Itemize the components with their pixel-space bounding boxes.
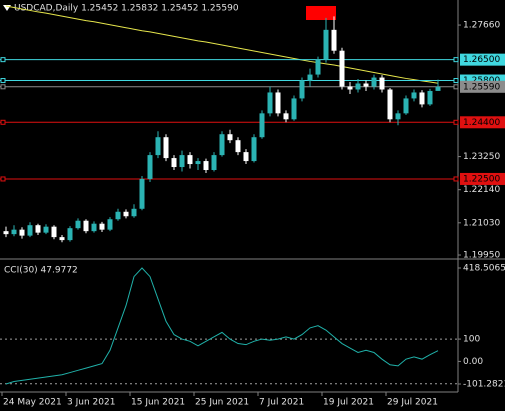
level-handle <box>453 78 459 84</box>
candle-body <box>251 137 257 162</box>
candle-body <box>115 211 121 220</box>
candle-body <box>435 86 441 91</box>
candle-body <box>83 220 89 232</box>
level-label: 1.26500 <box>463 55 500 65</box>
level-handle <box>0 176 6 182</box>
candle-body <box>75 220 81 229</box>
candle-body <box>323 29 329 60</box>
x-tick-label: 24 May 2021 <box>3 398 62 408</box>
candle-body <box>419 92 425 105</box>
candle-body <box>219 134 225 156</box>
x-tick-label: 25 Jun 2021 <box>195 398 249 408</box>
candle-body <box>171 158 177 168</box>
candle-body <box>131 208 137 217</box>
x-tick-label: 15 Jun 2021 <box>131 398 185 408</box>
candle-body <box>403 98 409 114</box>
moving-average <box>5 5 439 84</box>
y-tick-label: 0.00 <box>463 357 483 367</box>
y-tick-label: -101.2821 <box>463 380 505 390</box>
candle-body <box>387 89 393 120</box>
chart-title: USDCAD,Daily 1.25452 1.25832 1.25452 1.2… <box>14 4 239 14</box>
candle-body <box>331 29 337 51</box>
level-label: 1.24400 <box>463 118 500 128</box>
candle-body <box>371 77 377 87</box>
level-label-box <box>460 116 505 129</box>
candle-body <box>3 231 9 235</box>
candle-body <box>283 113 289 120</box>
level-handle <box>453 119 459 125</box>
level-handle <box>0 119 6 125</box>
candle-body <box>211 155 217 171</box>
candle-body <box>19 229 25 236</box>
y-tick-label: 1.19950 <box>463 251 500 261</box>
candle-body <box>91 223 97 232</box>
candle-body <box>339 50 345 87</box>
level-handle <box>453 176 459 182</box>
y-tick-label: 1.21030 <box>463 218 500 228</box>
candle-body <box>67 228 73 241</box>
x-tick-label: 19 Jul 2021 <box>323 398 374 408</box>
candle-body <box>163 137 169 159</box>
candle-body <box>123 211 129 217</box>
candle-body <box>427 90 433 105</box>
candle-body <box>235 140 241 153</box>
candle-body <box>347 86 353 90</box>
level-handle <box>0 78 6 84</box>
candle-body <box>395 113 401 120</box>
level-handle <box>0 57 6 63</box>
level-label: 1.22500 <box>463 174 500 184</box>
level-label: 1.25590 <box>463 82 500 92</box>
candle-body <box>187 155 193 165</box>
level-handle <box>453 57 459 63</box>
indicator-title: CCI(30) 47.9772 <box>4 266 78 276</box>
candle-body <box>379 77 385 90</box>
candle-body <box>99 223 105 230</box>
candle-body <box>147 155 153 179</box>
x-tick-label: 29 Jul 2021 <box>387 398 438 408</box>
candle-body <box>299 80 305 99</box>
y-tick-label: 1.22140 <box>463 185 500 195</box>
candle-body <box>107 219 113 230</box>
candle-body <box>35 225 41 233</box>
level-label-box <box>460 172 505 185</box>
candle-body <box>315 59 321 75</box>
level-handle <box>453 84 459 90</box>
candle-body <box>275 92 281 114</box>
candle-body <box>259 113 265 138</box>
level-handle <box>0 84 6 90</box>
level-label-box <box>460 80 505 93</box>
candle-body <box>227 134 233 141</box>
candle-body <box>411 92 417 99</box>
candle-body <box>355 83 361 90</box>
candle-body <box>179 155 185 168</box>
y-tick-label: 100 <box>463 335 480 345</box>
candle-body <box>139 178 145 209</box>
candle-body <box>59 237 65 241</box>
candle-body <box>11 229 17 235</box>
rectangle-object <box>306 6 336 20</box>
candle-body <box>291 98 297 120</box>
candle-body <box>243 152 249 162</box>
y-tick-label: 1.23250 <box>463 152 500 162</box>
level-label-box <box>460 53 505 66</box>
y-tick-label: 1.27660 <box>463 21 500 31</box>
x-tick-label: 3 Jun 2021 <box>67 398 115 408</box>
candle-body <box>43 226 49 233</box>
candle-body <box>267 92 273 114</box>
y-tick-label: 418.5065 <box>463 264 505 274</box>
candle-body <box>27 225 33 236</box>
candle-body <box>155 137 161 156</box>
candle-body <box>363 83 369 87</box>
candle-body <box>195 161 201 165</box>
cci-line <box>5 267 439 385</box>
candle-body <box>203 161 209 171</box>
candle-body <box>307 74 313 81</box>
x-tick-label: 7 Jul 2021 <box>259 398 304 408</box>
candle-body <box>51 226 57 238</box>
